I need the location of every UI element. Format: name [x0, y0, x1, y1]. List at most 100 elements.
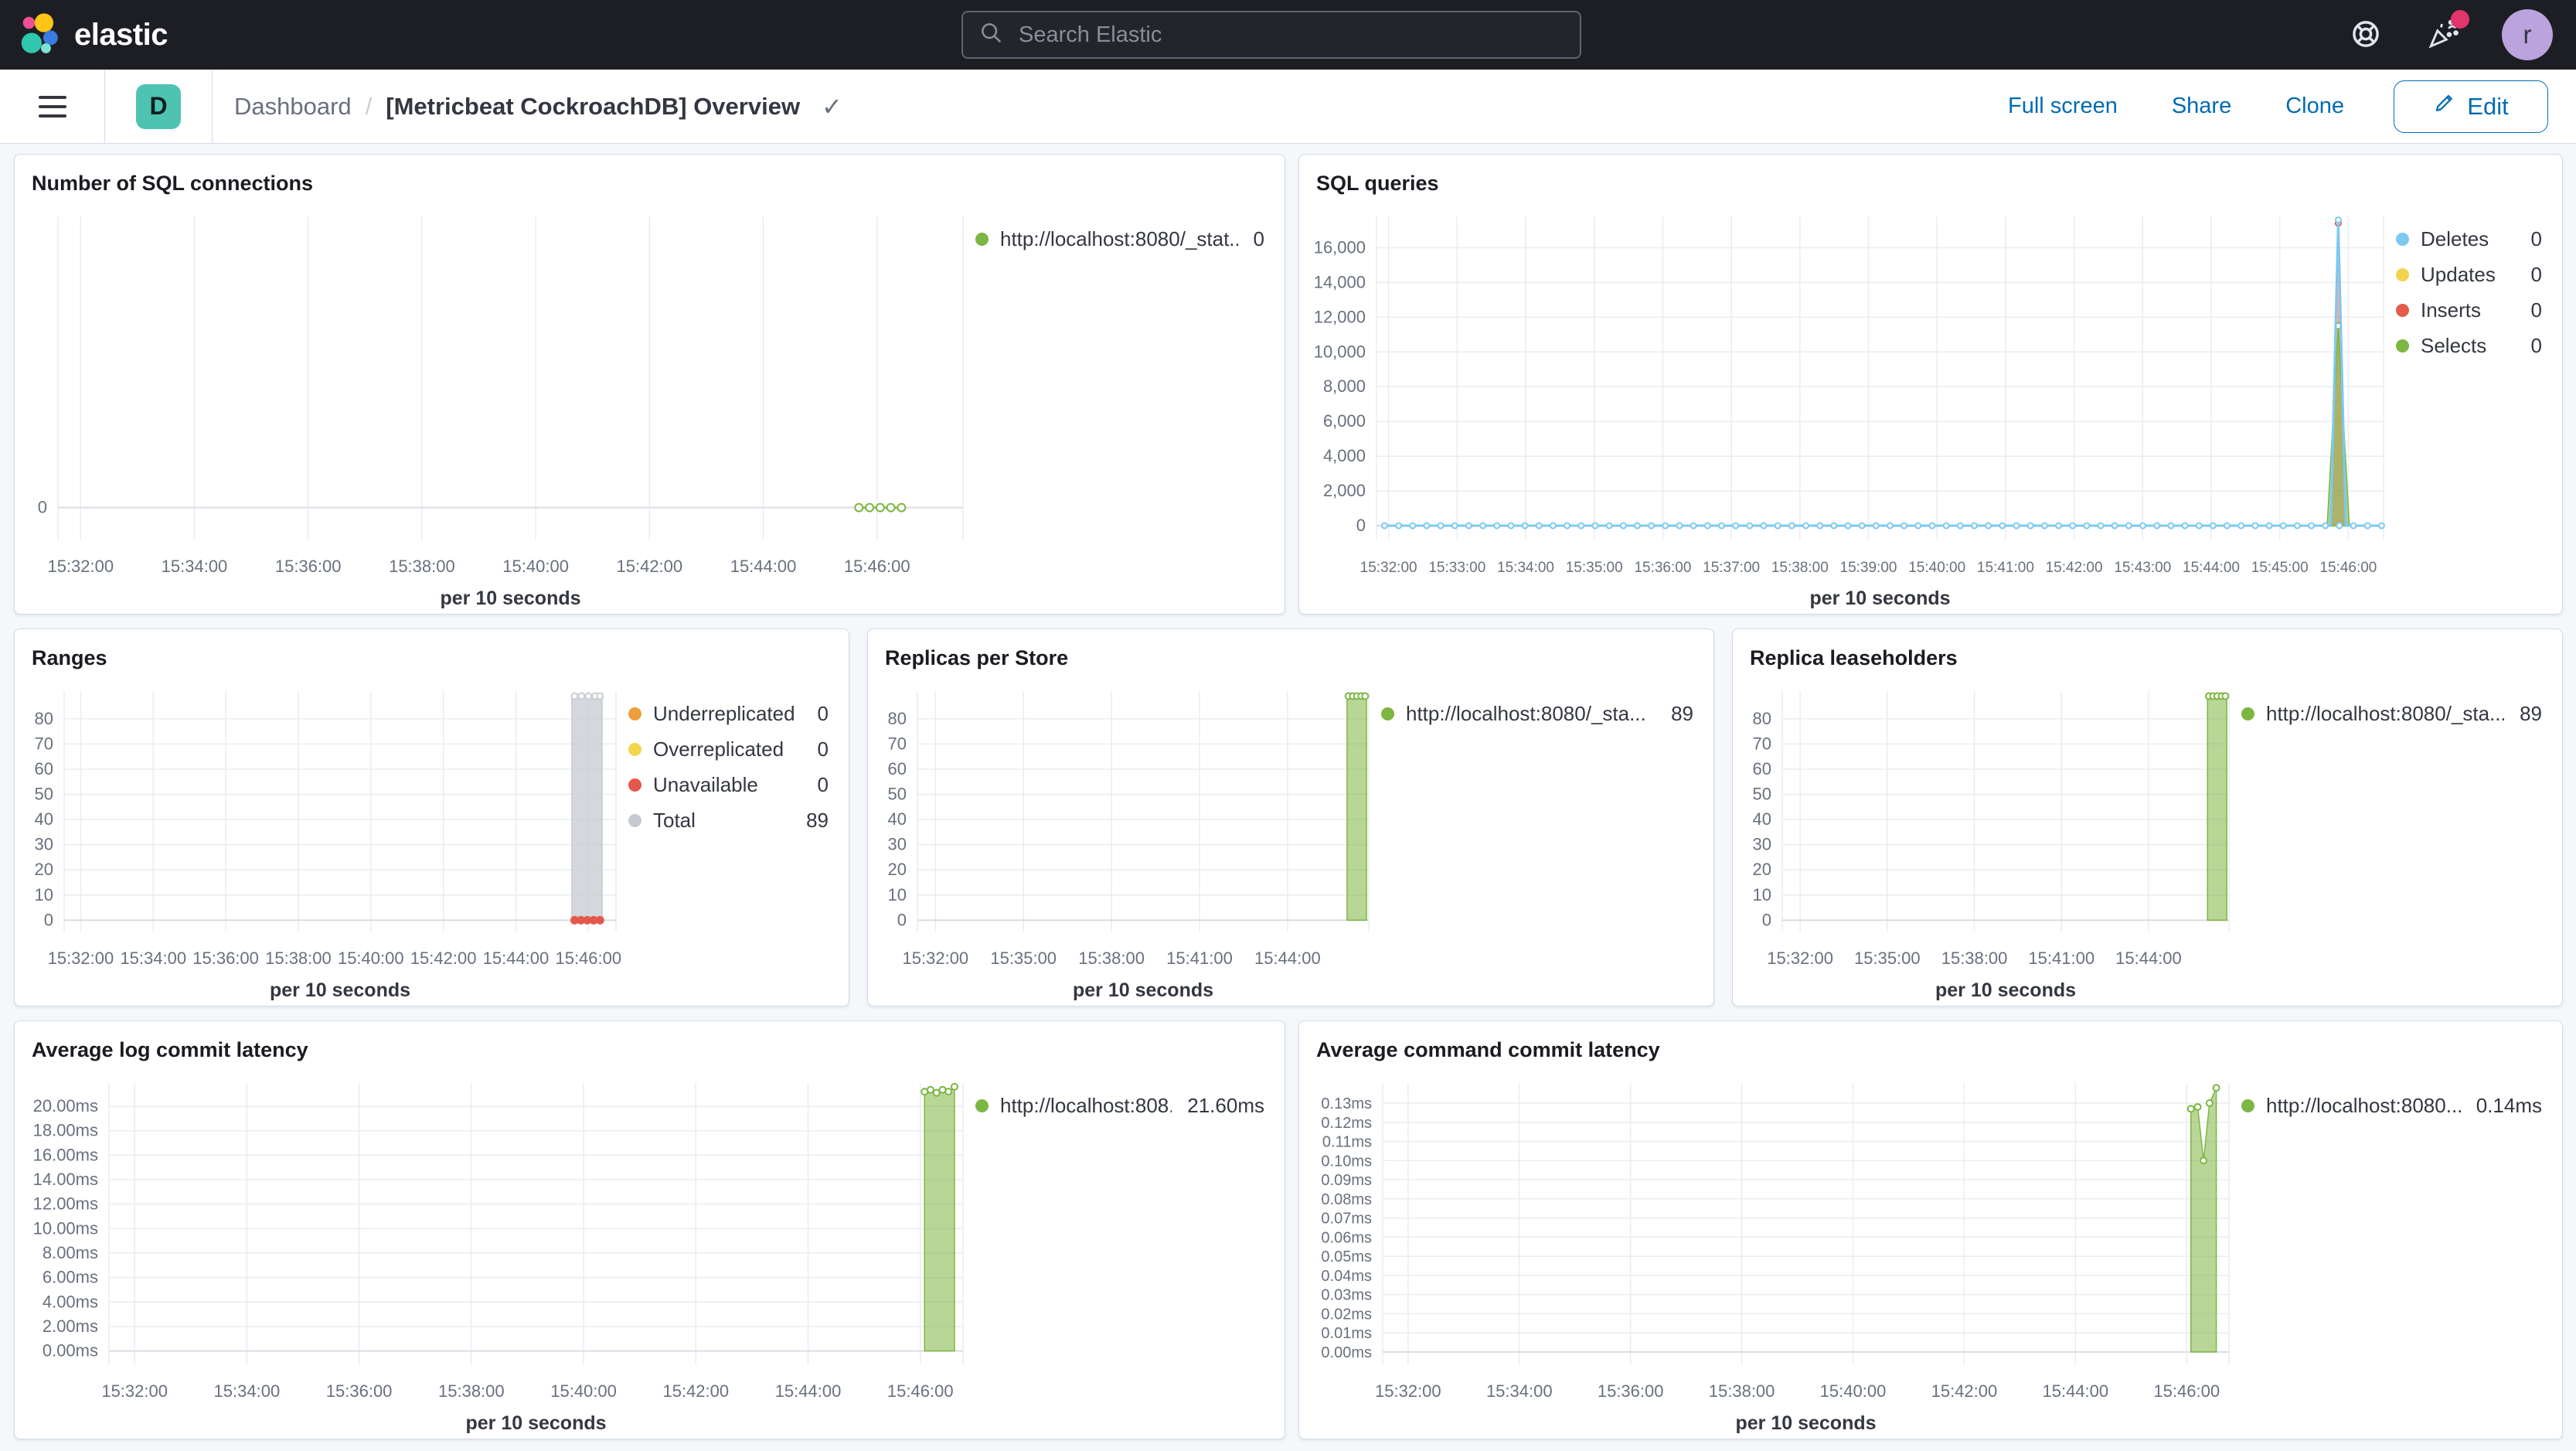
y-tick-label: 6,000	[1323, 411, 1366, 431]
chart-canvas-ranges[interactable]: 0 10 20 30 40 50 60 70 80 15:32:00 15:34:00 15:36:0…	[15, 679, 628, 1006]
chart-canvas-sql-connections[interactable]: 0 15:32:00 15:34:00 15:36:00 15:38:00 15:40:0…	[15, 204, 975, 614]
y-tick-label: 4.00ms	[43, 1292, 98, 1311]
x-tick-label: 15:34:00	[1497, 560, 1554, 576]
chart-canvas-replicas-per-store[interactable]: 0 10 20 30 40 50 60 70 80 15:32:00 15:35:00 15:38:0…	[868, 679, 1381, 1006]
legend-item[interactable]: Selects 0	[2396, 334, 2542, 358]
legend-item[interactable]: Unavailable 0	[628, 773, 829, 797]
panel-title[interactable]: SQL queries	[1316, 172, 1439, 195]
panel-sql-queries: SQL queries 0 2,000 4,000 6,000 8,000 10,000 1…	[1298, 154, 2563, 615]
legend-item[interactable]: Deletes 0	[2396, 227, 2542, 251]
chart-legend: http://localhost:8080... 0.14ms	[2241, 1071, 2562, 1439]
chart-sql-queries[interactable]: 0 2,000 4,000 6,000 8,000 10,000 12,000 14,000 1…	[1299, 204, 2396, 614]
x-tick-label: 15:46:00	[2153, 1381, 2220, 1401]
menu-button[interactable]	[0, 70, 104, 144]
full-screen-button[interactable]: Full screen	[2003, 93, 2122, 120]
news-button[interactable]	[2425, 10, 2469, 53]
x-tick-label: 15:36:00	[1598, 1381, 1664, 1401]
x-axis-title: per 10 seconds	[1809, 588, 1950, 609]
x-tick-label: 15:38:00	[1941, 949, 2008, 968]
hamburger-icon	[38, 95, 66, 118]
legend-dot	[2396, 268, 2409, 281]
panel-title[interactable]: Number of SQL connections	[32, 172, 314, 195]
panel-title[interactable]: Replica leaseholders	[1750, 646, 1958, 669]
chart-avg-command-commit-latency[interactable]: 0.00ms 0.01ms 0.02ms 0.03ms 0.04ms 0.05ms 0.06…	[1299, 1071, 2241, 1439]
y-tick-label: 8,000	[1323, 376, 1366, 396]
x-tick-label: 15:40:00	[502, 557, 569, 576]
y-tick-label: 0.12ms	[1321, 1115, 1372, 1132]
avatar-initial: r	[2523, 20, 2532, 49]
legend-item[interactable]: Underreplicated 0	[628, 702, 829, 726]
global-search[interactable]	[961, 11, 1581, 59]
help-button[interactable]	[2347, 16, 2384, 53]
user-avatar[interactable]: r	[2502, 9, 2553, 60]
panel-title[interactable]: Replicas per Store	[885, 646, 1069, 669]
legend-item[interactable]: http://localhost:8080... 0.14ms	[2241, 1094, 2542, 1118]
x-tick-label: 15:37:00	[1703, 560, 1760, 576]
y-tick-label: 0.09ms	[1321, 1172, 1372, 1189]
legend-value: 21.60ms	[1187, 1094, 1264, 1117]
help-icon	[2348, 16, 2384, 54]
legend-item[interactable]: Updates 0	[2396, 263, 2542, 287]
legend-dot	[2396, 304, 2409, 317]
series	[1380, 216, 2385, 530]
x-tick-label: 15:38:00	[1771, 560, 1829, 576]
series	[920, 1082, 958, 1352]
pencil-icon	[2433, 92, 2456, 121]
chart-avg-log-commit-latency[interactable]: 0.00ms 2.00ms 4.00ms 6.00ms 8.00ms 10.00ms 12.…	[15, 1071, 975, 1439]
x-tick-label: 15:44:00	[1254, 949, 1321, 968]
y-tick-label: 10.00ms	[33, 1218, 98, 1238]
search-input[interactable]	[1017, 21, 1564, 49]
x-tick-label: 15:32:00	[1360, 560, 1417, 576]
y-tick-label: 50	[1753, 785, 1771, 804]
chart-legend: http://localhost:8080/_stat... 0	[975, 204, 1285, 614]
legend-item[interactable]: Total 89	[628, 809, 829, 833]
chart-canvas-avg-log-commit-latency[interactable]: 0.00ms 2.00ms 4.00ms 6.00ms 8.00ms 10.00ms 12.…	[15, 1071, 975, 1439]
x-tick-label: 15:38:00	[438, 1381, 505, 1401]
legend-item[interactable]: http://localhost:8080/_sta... 89	[2241, 702, 2542, 726]
legend-item[interactable]: Inserts 0	[2396, 298, 2542, 322]
x-tick-label: 15:32:00	[47, 557, 114, 576]
y-tick-label: 50	[35, 785, 53, 804]
y-tick-label: 0.08ms	[1321, 1191, 1372, 1208]
chart-replicas-per-store[interactable]: 0 10 20 30 40 50 60 70 80 15:32:00 15:35:00 15:38:0…	[868, 679, 1381, 1006]
legend-dot	[628, 707, 641, 720]
y-tick-label: 70	[888, 734, 907, 753]
y-tick-label: 0	[1762, 910, 1771, 929]
breadcrumb-dashboard-link[interactable]: Dashboard	[234, 92, 352, 120]
x-tick-label: 15:32:00	[1375, 1381, 1441, 1401]
legend-dot	[628, 743, 641, 756]
y-tick-label: 16.00ms	[33, 1145, 98, 1164]
dashboard-app-badge[interactable]: D	[136, 83, 181, 129]
x-tick-label: 15:44:00	[775, 1381, 842, 1401]
chart-canvas-replica-leaseholders[interactable]: 0 10 20 30 40 50 60 70 80 15:32:00 15:35:00 15:38:0…	[1733, 679, 2241, 1006]
chart-canvas-sql-queries[interactable]: 0 2,000 4,000 6,000 8,000 10,000 12,000 14,000 1…	[1299, 204, 2396, 614]
panel-title[interactable]: Average log commit latency	[32, 1038, 308, 1061]
x-tick-label: 15:32:00	[48, 949, 114, 968]
x-tick-label: 15:46:00	[844, 557, 910, 576]
panel-title[interactable]: Ranges	[32, 646, 107, 669]
brand-name: elastic	[74, 17, 168, 52]
clone-button[interactable]: Clone	[2281, 93, 2349, 120]
y-tick-label: 0.01ms	[1321, 1325, 1372, 1342]
chart-canvas-avg-command-commit-latency[interactable]: 0.00ms 0.01ms 0.02ms 0.03ms 0.04ms 0.05ms 0.06…	[1299, 1071, 2241, 1439]
chart-ranges[interactable]: 0 10 20 30 40 50 60 70 80 15:32:00 15:34:00 15:36:0…	[15, 679, 628, 1006]
axis-labels: 0 10 20 30 40 50 60 70 80 15:32:00 15:34:00 15:36:0…	[35, 709, 622, 1001]
panel-title[interactable]: Average command commit latency	[1316, 1038, 1660, 1061]
share-button[interactable]: Share	[2167, 93, 2236, 120]
chart-replica-leaseholders[interactable]: 0 10 20 30 40 50 60 70 80 15:32:00 15:35:00 15:38:0…	[1733, 679, 2241, 1006]
edit-button[interactable]: Edit	[2394, 80, 2548, 133]
legend-value: 0	[2530, 334, 2542, 357]
legend-item[interactable]: http://localhost:808... 21.60ms	[975, 1094, 1264, 1118]
y-tick-label: 50	[888, 785, 907, 804]
panel-sql-connections: Number of SQL connections 0 15:32:00 15:34…	[14, 154, 1285, 615]
x-tick-label: 15:42:00	[410, 949, 477, 968]
page-title: [Metricbeat CockroachDB] Overview	[386, 92, 801, 120]
chart-sql-connections[interactable]: 0 15:32:00 15:34:00 15:36:00 15:38:00 15:40:0…	[15, 204, 975, 614]
x-tick-label: 15:32:00	[1767, 949, 1833, 968]
y-tick-label: 10	[1753, 885, 1771, 904]
axis-labels: 0 10 20 30 40 50 60 70 80 15:32:00 15:35:00 15:38:0…	[888, 709, 1321, 1001]
x-tick-label: 15:41:00	[1166, 949, 1233, 968]
legend-item[interactable]: Overreplicated 0	[628, 737, 829, 761]
legend-item[interactable]: http://localhost:8080/_stat... 0	[975, 227, 1264, 251]
legend-item[interactable]: http://localhost:8080/_sta... 89	[1381, 702, 1693, 726]
